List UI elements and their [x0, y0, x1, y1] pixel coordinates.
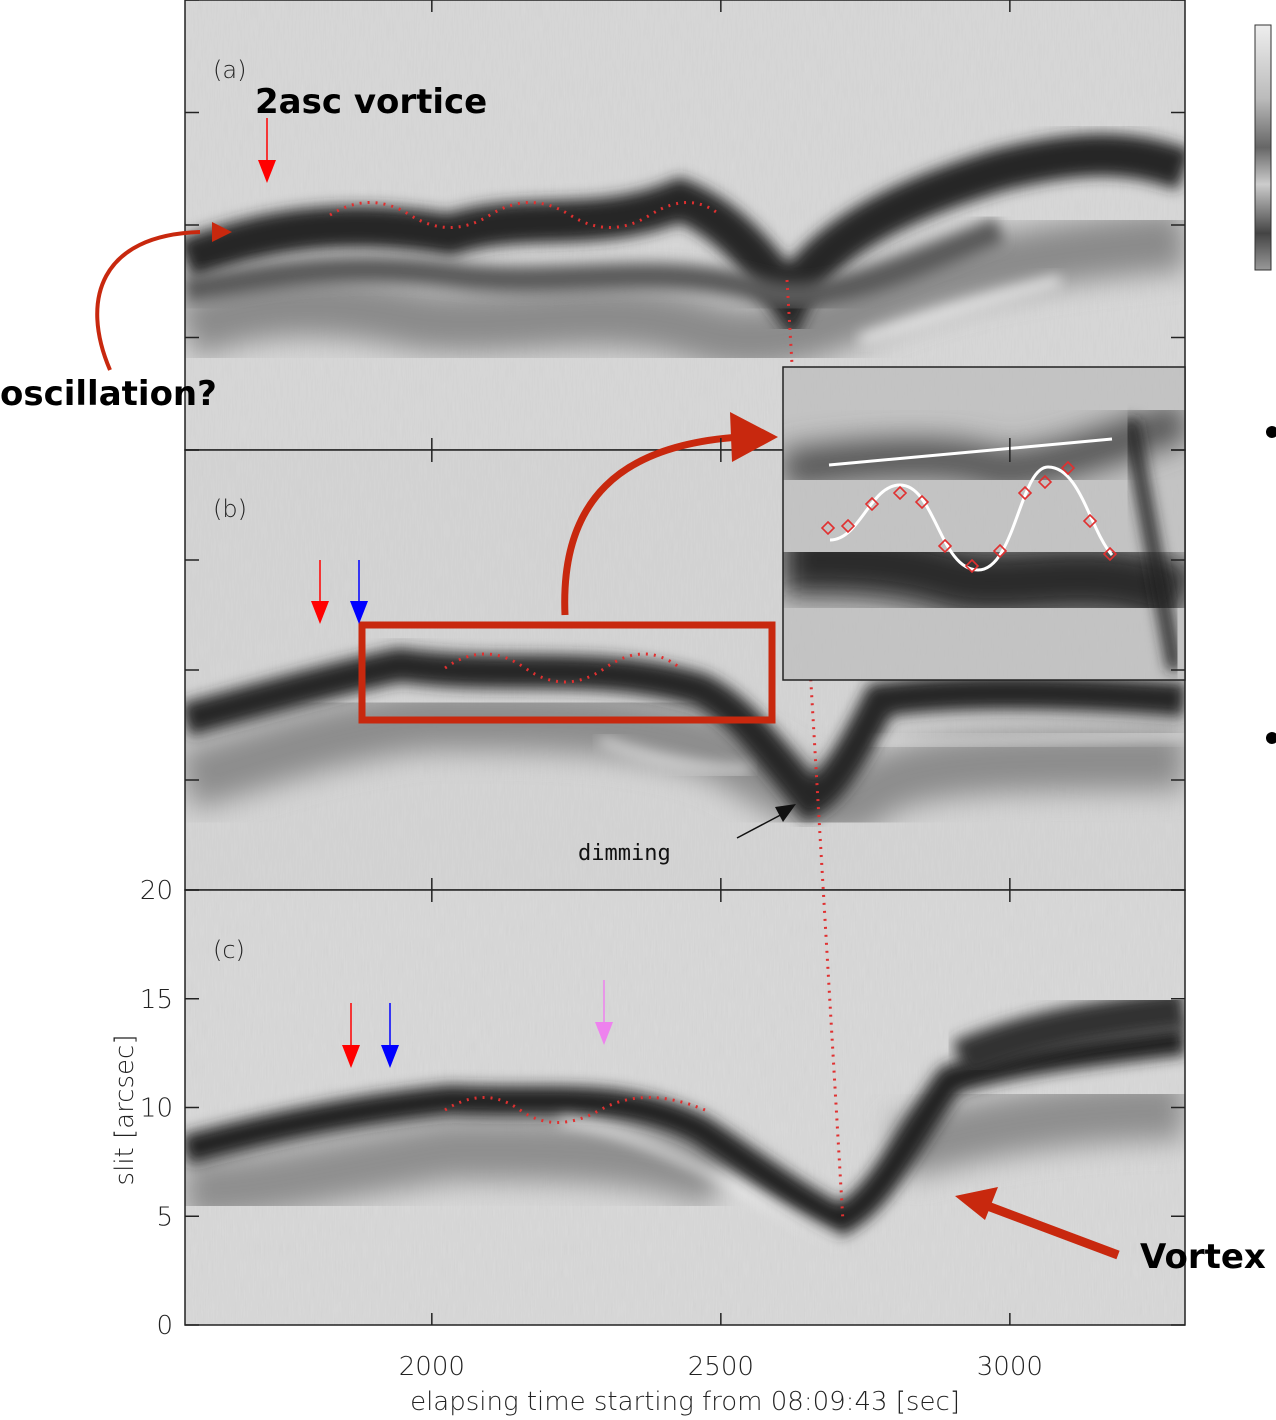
y-axis-label: slit [arcsec] [110, 1035, 140, 1186]
panel-label: (b) [213, 495, 247, 523]
x-tick-label: 2500 [688, 1352, 754, 1382]
page: {"chart_data": { "type": "image", "panel… [0, 0, 1276, 1420]
x-axis-label: elapsing time starting from 08:09:43 [se… [410, 1387, 960, 1417]
y-tick-label: 0 [156, 1311, 173, 1341]
y-tick-label: 15 [140, 985, 173, 1015]
y-tick-label: 20 [140, 876, 173, 906]
figure: (a) (b) (c) 2asc vortice oscillation? di… [0, 0, 1276, 1420]
bullet [1266, 732, 1276, 744]
panel-c-image [185, 890, 1185, 1325]
x-tick-label: 3000 [977, 1352, 1043, 1382]
y-tick-label: 10 [140, 1094, 173, 1124]
panel-label: (c) [213, 936, 245, 964]
annotation: Vortex [1140, 1237, 1266, 1277]
annotation: 2asc vortice [255, 82, 487, 122]
colorbar [1255, 25, 1271, 270]
annotation: oscillation? [0, 374, 217, 414]
y-tick-label: 5 [156, 1202, 173, 1232]
inset-image [783, 367, 1185, 680]
x-tick-label: 2000 [399, 1352, 465, 1382]
bullet [1266, 426, 1276, 438]
panel-label: (a) [213, 56, 246, 84]
annotation: dimming [578, 841, 671, 866]
